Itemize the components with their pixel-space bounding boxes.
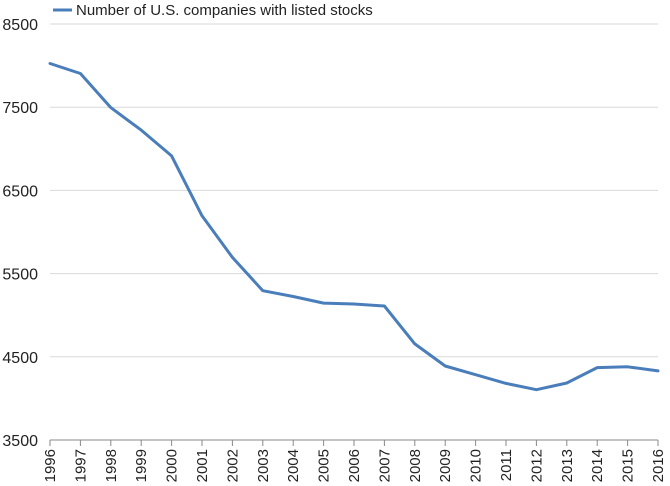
x-tick-label: 2015 [620,449,637,482]
x-tick-label: 2006 [346,449,363,482]
x-tick-label: 2014 [589,449,606,482]
x-tick-label: 2001 [194,449,211,482]
y-tick-label: 8500 [2,17,38,34]
series-line-0 [48,62,660,392]
x-tick-label: 2010 [468,449,485,482]
x-tick-label: 2007 [376,449,393,482]
x-tick-label: 2005 [316,449,333,482]
x-tick-label: 2016 [650,449,667,482]
x-tick-label: 2003 [255,449,272,482]
x-tick-label: 1996 [42,449,59,482]
y-tick-label: 7500 [2,100,38,117]
y-axis-ticks: 3500 4500 5500 6500 7500 8500 [2,17,38,450]
series-layer [48,62,660,392]
x-tick-label: 1998 [103,449,120,482]
x-tick-label: 1997 [72,449,89,482]
y-tick-label: 4500 [2,350,38,367]
x-tick-label: 1999 [133,449,150,482]
grid-lines [50,23,658,358]
y-tick-label: 6500 [2,183,38,200]
x-tick-label: 2008 [407,449,424,482]
x-tick-label: 2004 [285,449,302,482]
x-tick-label: 2012 [528,449,545,482]
y-tick-label: 3500 [2,433,38,450]
legend: Number of U.S. companies with listed sto… [53,2,373,19]
x-tick-label: 2000 [164,449,181,482]
x-tick-label: 2013 [559,449,576,482]
x-tick-label: 2011 [498,449,515,481]
y-tick-label: 5500 [2,267,38,284]
x-tick-label: 2009 [437,449,454,482]
x-axis: 1996 1997 1998 1999 2000 2001 2002 2003 2004 2005… [42,439,667,482]
x-tick-label: 2002 [224,449,241,482]
legend-label: Number of U.S. companies with listed sto… [76,2,373,19]
